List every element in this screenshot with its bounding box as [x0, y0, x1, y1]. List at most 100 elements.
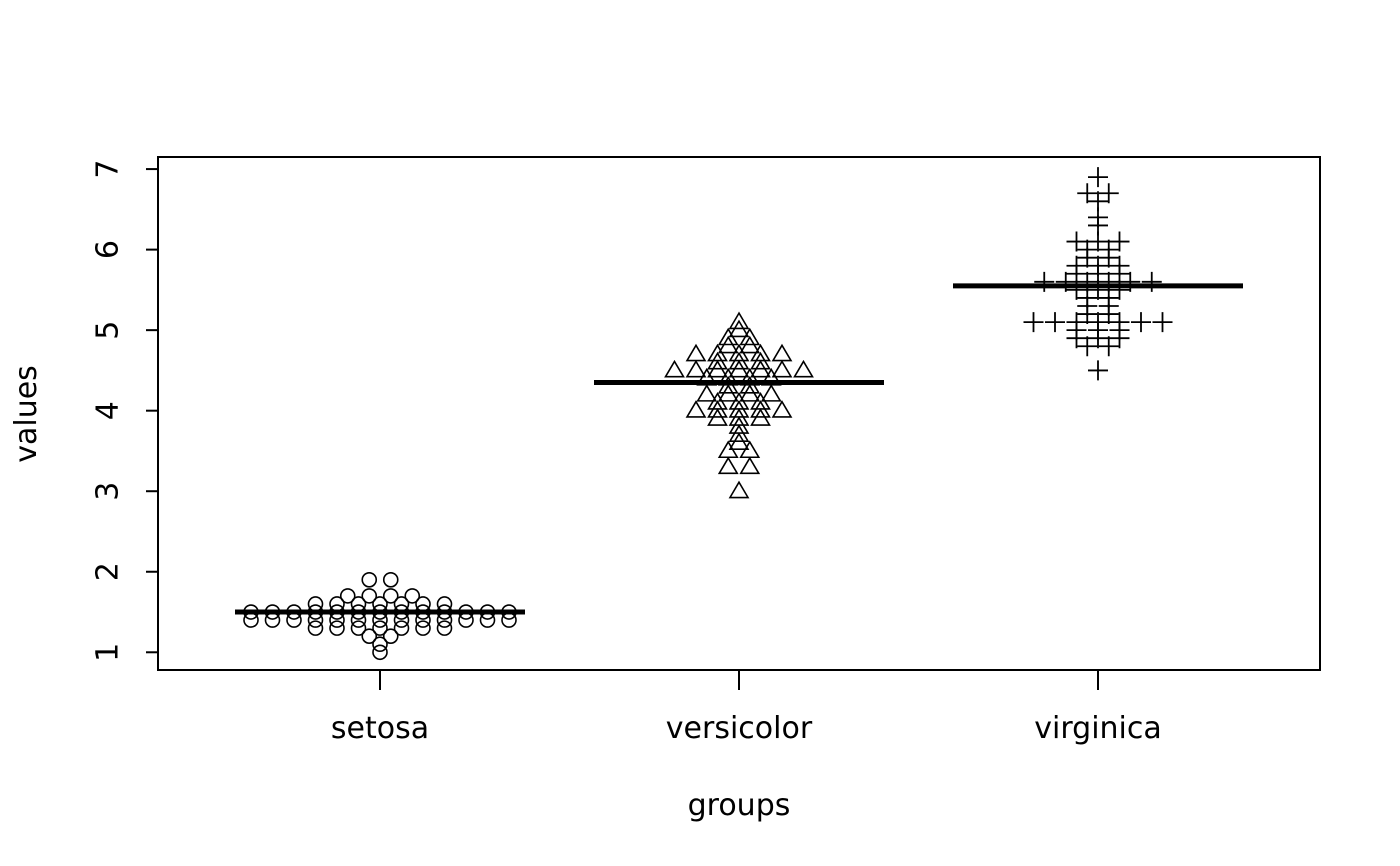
data-point-setosa: [329, 612, 345, 628]
data-point-setosa: [415, 620, 431, 636]
data-point-versicolor: [739, 335, 761, 354]
y-tick-label: 3: [91, 482, 126, 501]
data-point-virginica: [1131, 312, 1151, 333]
data-point-setosa: [393, 620, 410, 636]
data-point-versicolor: [717, 335, 739, 354]
data-point-virginica: [1088, 231, 1108, 252]
data-point-versicolor: [728, 351, 750, 370]
data-point-virginica: [1098, 247, 1119, 268]
data-point-versicolor: [728, 392, 750, 410]
data-point-versicolor: [750, 351, 771, 370]
data-point-setosa: [350, 596, 367, 612]
data-point-setosa: [361, 572, 378, 588]
y-tick-label: 4: [91, 401, 126, 420]
data-point-setosa: [382, 588, 399, 604]
y-axis: 1 2 3 4 5 6 7: [91, 160, 159, 662]
data-point-setosa: [372, 620, 388, 636]
data-point-virginica: [1077, 183, 1098, 204]
data-point-virginica: [1066, 328, 1087, 349]
plot-frame: [157, 156, 1321, 671]
data-point-versicolor: [696, 383, 718, 402]
data-point-setosa: [382, 628, 399, 644]
data-point-setosa: [329, 596, 345, 612]
y-tick-label: 5: [91, 321, 126, 340]
data-point-virginica: [1088, 207, 1108, 228]
data-point-setosa: [329, 620, 345, 636]
data-point-setosa: [307, 596, 324, 612]
data-point-virginica: [1077, 247, 1098, 268]
data-point-setosa: [307, 620, 324, 636]
data-point-setosa: [372, 636, 388, 653]
data-point-setosa: [361, 588, 378, 604]
data-point-setosa: [372, 596, 388, 612]
data-point-versicolor: [664, 359, 685, 378]
data-point-virginica: [1098, 183, 1119, 204]
data-point-virginica: [1066, 263, 1087, 284]
data-point-versicolor: [717, 375, 739, 394]
data-point-setosa: [415, 596, 431, 612]
data-point-virginica: [1098, 304, 1119, 325]
data-point-virginica: [1077, 304, 1098, 325]
data-point-versicolor: [771, 343, 793, 362]
data-point-setosa: [436, 596, 453, 612]
data-point-setosa: [436, 620, 453, 636]
data-point-setosa: [404, 588, 421, 604]
data-point-versicolor: [685, 343, 707, 362]
data-point-setosa: [350, 620, 367, 636]
data-point-virginica: [1109, 328, 1130, 349]
data-point-versicolor: [707, 392, 728, 410]
data-point-setosa: [286, 612, 302, 628]
data-point-versicolor: [750, 408, 771, 426]
x-tick-label-setosa: setosa: [331, 711, 429, 746]
data-point-virginica: [1109, 231, 1130, 252]
data-point-setosa: [361, 628, 378, 644]
data-point-versicolor: [739, 375, 761, 394]
data-point-setosa: [264, 612, 281, 628]
data-point-setosa: [372, 644, 388, 661]
y-tick-label: 7: [91, 160, 126, 179]
data-point-setosa: [307, 612, 324, 628]
data-point-versicolor: [750, 392, 771, 410]
data-point-virginica: [1077, 336, 1098, 357]
data-point-setosa: [339, 588, 356, 604]
data-point-versicolor: [728, 424, 750, 442]
data-point-virginica: [1023, 312, 1044, 333]
data-point-setosa: [393, 596, 410, 612]
data-point-versicolor: [793, 359, 814, 378]
data-points: [243, 167, 1173, 661]
data-point-setosa: [501, 612, 517, 628]
median-lines: [235, 283, 1243, 615]
x-axis-label: groups: [688, 788, 791, 823]
data-point-versicolor: [728, 311, 750, 330]
data-point-versicolor: [739, 456, 761, 475]
data-point-virginica: [1088, 328, 1108, 349]
data-point-setosa: [393, 612, 410, 628]
data-point-virginica: [1045, 312, 1065, 333]
data-point-virginica: [1034, 271, 1055, 292]
data-point-virginica: [1088, 167, 1108, 188]
data-point-virginica: [1141, 271, 1162, 292]
y-tick-label: 6: [91, 240, 126, 259]
data-point-setosa: [350, 612, 367, 628]
x-axis: setosa versicolor virginica: [331, 670, 1162, 746]
data-point-setosa: [436, 612, 453, 628]
data-point-versicolor: [728, 416, 750, 434]
x-tick-label-versicolor: versicolor: [666, 711, 813, 746]
y-tick-label: 1: [91, 643, 126, 662]
data-point-setosa: [382, 572, 399, 588]
data-point-versicolor: [707, 408, 728, 426]
data-point-versicolor: [760, 383, 782, 402]
data-point-versicolor: [771, 359, 793, 378]
data-point-versicolor: [685, 400, 707, 418]
data-point-virginica: [1055, 271, 1076, 292]
data-point-versicolor: [771, 400, 793, 418]
x-tick-label-virginica: virginica: [1034, 711, 1162, 746]
data-point-virginica: [1120, 271, 1141, 292]
y-tick-label: 2: [91, 562, 126, 581]
data-point-virginica: [1066, 231, 1087, 252]
data-point-virginica: [1088, 360, 1108, 381]
data-point-versicolor: [717, 456, 739, 475]
data-point-setosa: [458, 612, 474, 628]
y-axis-label: values: [9, 365, 44, 463]
